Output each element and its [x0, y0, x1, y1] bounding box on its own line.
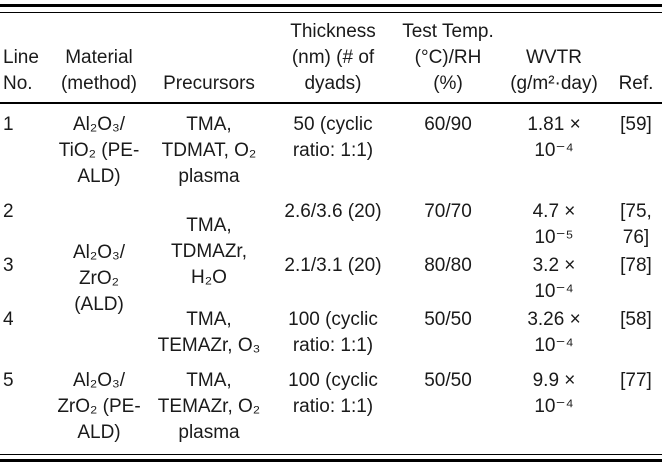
cell-line-2: 2	[3, 201, 14, 222]
cell-line-5: 5	[3, 370, 14, 391]
cell-wvtr-5: 9.9 × 10⁻⁴	[532, 370, 576, 417]
cell-material-2-4: Al₂O₃/ ZrO₂ (ALD)	[72, 242, 126, 315]
table-bottom-inner-rule	[0, 454, 662, 455]
table-top-inner-rule	[0, 12, 662, 13]
cell-thickness-4: 100 (cyclic ratio: 1:1)	[288, 309, 378, 356]
cell-thickness-5: 100 (cyclic ratio: 1:1)	[288, 370, 378, 417]
cell-ref-4: [58]	[620, 309, 652, 330]
cell-thickness-3: 2.1/3.1 (20)	[284, 255, 382, 276]
header-wvtr: WVTR (g/m²·day)	[498, 13, 610, 104]
cell-temp-5: 50/50	[424, 370, 472, 391]
table-row-4: 4 TMA, TEMAZr, O₃ 100 (cyclic ratio: 1:1…	[0, 306, 662, 360]
cell-temp-1: 60/90	[424, 114, 472, 135]
cell-ref-1: [59]	[620, 114, 652, 135]
cell-wvtr-1: 1.81 × 10⁻⁴	[527, 114, 581, 161]
cell-precursors-1: TMA, TDMAT, O₂ plasma	[161, 114, 257, 187]
header-test-temp-rh: Test Temp. (°C)/RH (%)	[398, 13, 498, 104]
cell-ref-3: [78]	[620, 255, 652, 276]
header-thickness: Thickness (nm) (# of dyads)	[268, 13, 398, 104]
cell-ref-5: [77]	[620, 370, 652, 391]
cell-precursors-4: TMA, TEMAZr, O₃	[157, 309, 261, 356]
cell-temp-4: 50/50	[424, 309, 472, 330]
cell-wvtr-2: 4.7 × 10⁻⁵	[532, 201, 576, 248]
cell-material-5: Al₂O₃/ ZrO₂ (PE- ALD)	[57, 370, 141, 443]
cell-line-3: 3	[3, 255, 14, 276]
cell-precursors-5: TMA, TEMAZr, O₂ plasma	[157, 370, 261, 443]
cell-wvtr-3: 3.2 × 10⁻⁴	[532, 255, 576, 302]
table-row-3: 3 2.1/3.1 (20) 80/80 3.2 × 10⁻⁴ [78]	[0, 252, 662, 306]
table-bottom-outer-rule	[0, 459, 662, 462]
header-ref: Ref.	[610, 13, 662, 104]
cell-temp-2: 70/70	[424, 201, 472, 222]
table-top-outer-rule	[0, 4, 662, 7]
cell-material-1: Al₂O₃/ TiO₂ (PE- ALD)	[58, 114, 140, 187]
cell-thickness-2: 2.6/3.6 (20)	[284, 201, 382, 222]
cell-precursors-2-3: TMA, TDMAZr, H₂O	[171, 215, 247, 288]
table-row-2: 2 Al₂O₃/ ZrO₂ (ALD) TMA, TDMAZr, H₂O 2.6…	[0, 198, 662, 315]
header-line-no: Line No.	[0, 13, 48, 104]
cell-line-1: 1	[3, 114, 14, 135]
cell-wvtr-4: 3.26 × 10⁻⁴	[527, 309, 581, 356]
header-material-method: Material (method)	[48, 13, 150, 104]
cell-thickness-1: 50 (cyclic ratio: 1:1)	[292, 114, 374, 161]
header-precursors: Precursors	[150, 13, 268, 104]
wvtr-table: Line No. Material (method) Precursors Th…	[0, 13, 662, 454]
table-header-row: Line No. Material (method) Precursors Th…	[0, 13, 662, 104]
cell-temp-3: 80/80	[424, 255, 472, 276]
cell-ref-2: [75, 76]	[620, 201, 652, 248]
table-row-1: 1 Al₂O₃/ TiO₂ (PE- ALD) TMA, TDMAT, O₂ p…	[0, 103, 662, 198]
cell-line-4: 4	[3, 309, 14, 330]
table-row-5: 5 Al₂O₃/ ZrO₂ (PE- ALD) TMA, TEMAZr, O₂ …	[0, 360, 662, 454]
